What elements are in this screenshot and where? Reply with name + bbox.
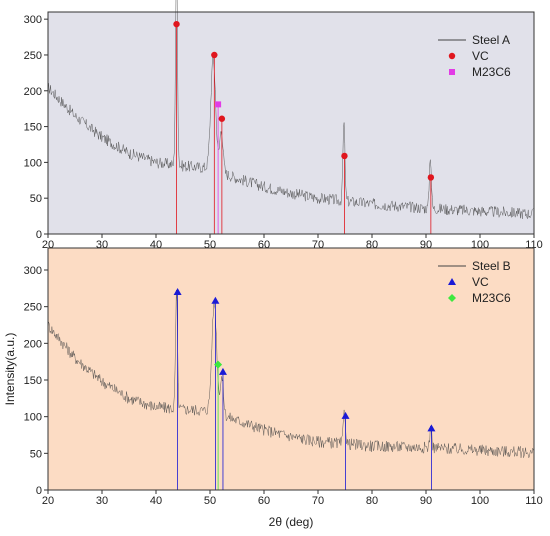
y-tick-label: 100 (24, 157, 42, 169)
y-tick-label: 50 (30, 448, 42, 460)
legend-label: VC (472, 49, 489, 63)
peak-marker (341, 152, 348, 160)
y-tick-label: 100 (24, 412, 42, 424)
x-tick-label: 50 (204, 495, 216, 507)
y-axis-title: Intensity(a.u.) (3, 333, 17, 406)
legend-label: Steel B (472, 259, 511, 273)
y-tick-label: 250 (24, 302, 42, 314)
y-tick-label: 0 (36, 485, 42, 497)
legend-label: M23C6 (472, 291, 511, 305)
x-tick-label: 40 (150, 495, 162, 507)
y-tick-label: 50 (30, 193, 42, 205)
legend-label: M23C6 (472, 65, 511, 79)
x-tick-label: 100 (471, 495, 489, 507)
peak-marker (218, 367, 227, 375)
plot-frame (47, 247, 535, 491)
spectrum-line (47, 290, 534, 459)
legend-marker-swatch (449, 69, 455, 75)
y-tick-label: 250 (24, 50, 42, 62)
x-tick-label: 110 (525, 495, 543, 507)
peak-marker (215, 101, 222, 108)
peak-marker (211, 51, 218, 59)
y-tick-label: 200 (24, 338, 42, 350)
peak-marker (214, 360, 223, 369)
legend-marker-swatch (448, 294, 456, 302)
y-tick-label: 150 (24, 375, 42, 387)
legend-marker-swatch (448, 278, 456, 285)
legend-marker-swatch (448, 52, 456, 60)
legend-label: VC (472, 275, 489, 289)
panel-steel-b: 0 50 100 150 200 250 300 20 30 40 50 60 70 80 90 100 110… (3, 247, 543, 529)
x-tick-label: 60 (258, 495, 270, 507)
peak-marker (427, 424, 436, 432)
x-tick-label: 70 (312, 495, 324, 507)
x-tick-label: 80 (366, 495, 378, 507)
peak-marker (211, 296, 220, 304)
y-tick-label: 0 (36, 229, 42, 241)
plot-background (48, 248, 534, 490)
peak-marker (173, 288, 182, 295)
y-tick-label: 200 (24, 86, 42, 98)
x-tick-label: 90 (420, 495, 432, 507)
x-tick-label: 20 (42, 495, 54, 507)
peak-marker (427, 174, 435, 181)
y-tick-label: 150 (24, 122, 42, 134)
y-tick-label: 300 (24, 14, 42, 26)
plot-background (48, 12, 534, 234)
peak-marker (218, 115, 226, 122)
plot-frame (47, 11, 535, 235)
peak-marker (341, 411, 350, 419)
legend-label: Steel A (472, 33, 510, 47)
y-tick-label: 300 (24, 265, 42, 277)
spectrum-line (47, 0, 534, 219)
x-axis-title: 2θ (deg) (269, 515, 314, 529)
x-tick-label: 30 (96, 495, 108, 507)
peak-marker (173, 20, 180, 28)
